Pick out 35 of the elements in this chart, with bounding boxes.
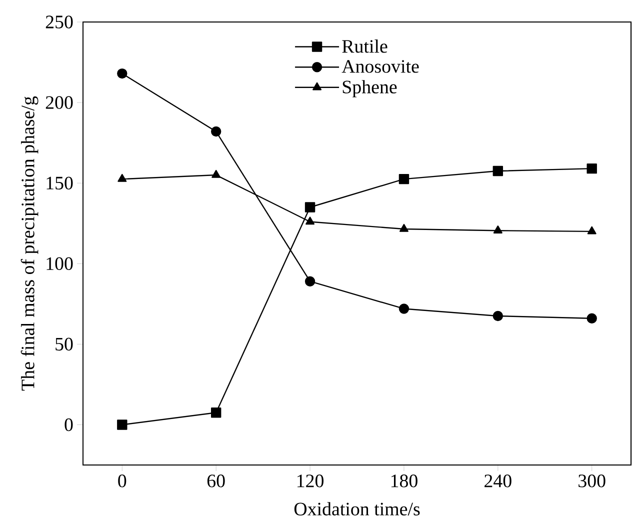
- legend-label: Anosovite: [342, 60, 419, 73]
- x-tick-label: 180: [391, 474, 418, 488]
- point: [492, 166, 504, 176]
- point: [304, 202, 316, 212]
- point: [399, 224, 408, 232]
- x-tick-label: 0: [118, 474, 126, 488]
- point: [304, 276, 316, 286]
- x-axis-title: Oxidation time/s: [294, 502, 420, 516]
- point: [212, 170, 221, 178]
- point: [306, 216, 315, 225]
- y-axis-title: The final mass of precipitation phase/g: [20, 96, 38, 391]
- x-tick-label: 300: [578, 474, 606, 488]
- y-tick-label: 0: [64, 418, 73, 432]
- y-tick-label: 250: [46, 16, 73, 28]
- point: [492, 310, 504, 322]
- x-tick-label: 120: [297, 474, 324, 488]
- y-tick-label: 50: [56, 338, 73, 351]
- y-tick-label: 200: [46, 96, 73, 109]
- point: [117, 420, 128, 430]
- y-tick-label: 100: [46, 257, 73, 270]
- point: [586, 313, 597, 324]
- point: [210, 408, 222, 418]
- legend-label: Rutile: [342, 39, 388, 53]
- x-tick-label: 240: [484, 474, 512, 488]
- y-tick-label: 150: [46, 176, 73, 190]
- point: [210, 126, 222, 137]
- point: [117, 68, 128, 79]
- point: [398, 174, 410, 184]
- point: [586, 163, 597, 174]
- x-tick-label: 60: [207, 474, 225, 488]
- point: [398, 304, 410, 314]
- point: [493, 226, 502, 234]
- point: [118, 174, 127, 182]
- point: [587, 226, 596, 234]
- legend-label: Sphene: [342, 80, 397, 98]
